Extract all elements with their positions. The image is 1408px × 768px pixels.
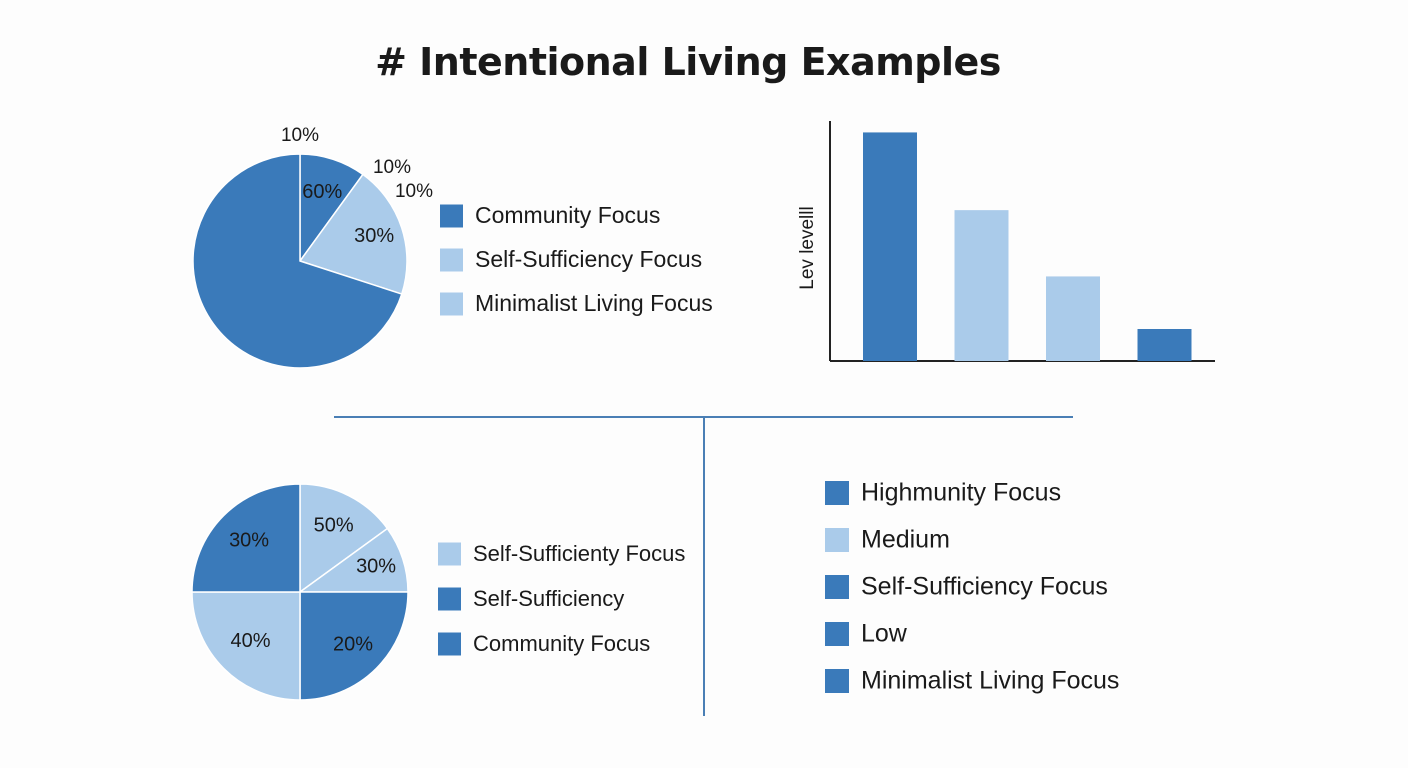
- legend-bottom-pie: Self-Sufficienty Focus Self-Sufficiency Co…: [438, 541, 685, 656]
- legend-swatch: [438, 632, 461, 656]
- legend-label: Highmunity Focus: [861, 479, 1061, 507]
- outside-pct-label: 10%: [373, 157, 411, 178]
- slice-label: 30%: [354, 225, 394, 247]
- legend-swatch: [825, 481, 849, 505]
- legend-swatch: [825, 528, 849, 552]
- pie-chart-bottom: 50%30%20%40%30%: [191, 483, 409, 701]
- legend-swatch: [440, 248, 463, 272]
- quadrant-dividers: [334, 416, 1073, 716]
- legend-swatch: [438, 587, 461, 611]
- bar: [863, 132, 917, 361]
- page-title: # Intentional Living Examples: [375, 40, 1001, 84]
- pie-slice: [299, 591, 409, 701]
- legend-swatch: [438, 542, 461, 566]
- slice-label: 50%: [314, 514, 354, 536]
- pie-slice: [191, 591, 301, 701]
- legend-swatch: [440, 292, 463, 316]
- slice-label: 30%: [229, 529, 269, 551]
- bar-chart: Lev levelll: [797, 121, 1215, 362]
- legend-label: Community Focus: [473, 631, 650, 656]
- legend-label: Medium: [861, 526, 950, 554]
- legend-label: Low: [861, 620, 908, 648]
- y-axis-label: Lev levelll: [797, 206, 818, 289]
- pie-slice: [298, 173, 408, 296]
- outside-pct-label: 10%: [395, 181, 433, 202]
- legend-levels: Highmunity Focus Medium Self-Sufficiency F…: [825, 479, 1119, 695]
- slice-label: 20%: [333, 633, 373, 655]
- legend-label: Self-Sufficiency: [473, 586, 624, 611]
- slice-label: 30%: [356, 556, 396, 578]
- slice-label: 60%: [302, 181, 342, 203]
- bar: [1046, 276, 1100, 361]
- bar: [954, 210, 1009, 361]
- legend-swatch: [825, 622, 849, 646]
- pie-slice: [299, 483, 389, 594]
- legend-swatch: [825, 575, 849, 599]
- legend-swatch: [440, 204, 463, 228]
- legend-label: Minimalist Living Focus: [475, 290, 713, 316]
- legend-label: Self-Sufficiency Focus: [861, 573, 1108, 601]
- slice-label: 40%: [230, 630, 270, 652]
- pie-slice: [192, 153, 403, 369]
- pie-slice: [191, 483, 301, 593]
- pie-chart-top: 60% 30% 10% 10% 10%: [192, 125, 433, 369]
- legend-swatch: [825, 669, 849, 693]
- legend-label: Self-Sufficiency Focus: [475, 246, 702, 272]
- legend-label: Self-Sufficienty Focus: [473, 541, 685, 566]
- bar: [1137, 329, 1192, 361]
- legend-label: Community Focus: [475, 202, 660, 228]
- legend-top-pie: Community Focus Self-Sufficiency Focus Min…: [440, 202, 713, 316]
- legend-label: Minimalist Living Focus: [861, 667, 1119, 695]
- outside-pct-label: 10%: [281, 125, 319, 146]
